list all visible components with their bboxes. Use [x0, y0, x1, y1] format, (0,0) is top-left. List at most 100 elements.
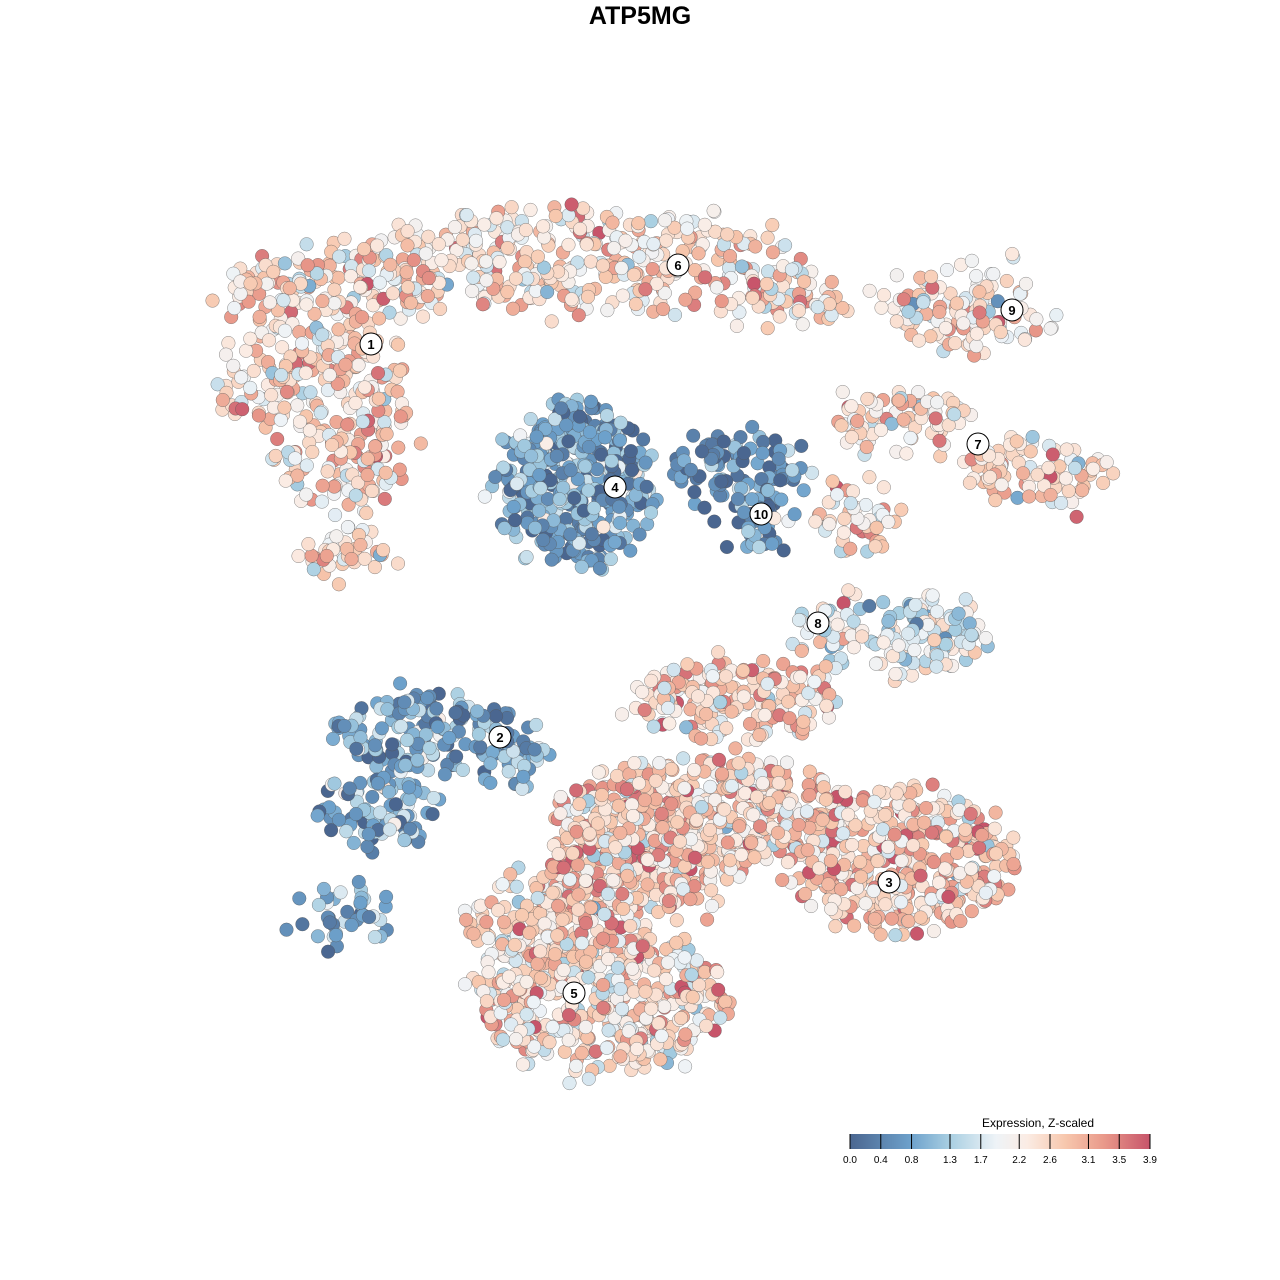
data-point: [678, 1059, 693, 1074]
data-point: [704, 898, 720, 914]
data-point: [776, 656, 791, 671]
data-point: [383, 257, 398, 272]
data-point: [597, 907, 612, 922]
data-point: [310, 808, 325, 823]
data-point: [951, 606, 966, 621]
data-point: [619, 782, 635, 797]
data-point: [313, 405, 328, 420]
data-point: [310, 929, 325, 944]
data-point: [958, 592, 973, 607]
data-point: [830, 487, 845, 502]
data-point: [887, 827, 902, 842]
data-point: [473, 739, 488, 755]
data-point: [760, 230, 775, 245]
data-point: [745, 290, 760, 305]
data-point: [519, 550, 534, 565]
data-point: [274, 368, 289, 383]
data-point: [378, 465, 393, 480]
data-point: [711, 752, 727, 767]
data-point: [707, 514, 722, 529]
data-point: [578, 873, 593, 888]
data-point: [628, 297, 643, 312]
data-point: [799, 804, 814, 819]
data-point: [556, 962, 571, 978]
data-point: [584, 527, 599, 542]
data-point: [1061, 483, 1076, 498]
data-point: [578, 916, 594, 931]
data-point: [372, 275, 387, 290]
data-point: [646, 236, 661, 252]
data-point: [637, 702, 652, 718]
data-point: [264, 388, 279, 403]
data-point: [626, 808, 641, 824]
cluster-label-text: 7: [974, 437, 981, 452]
colorbar-tick-label: 0.0: [843, 1155, 857, 1166]
data-point: [724, 779, 739, 794]
data-point: [881, 614, 896, 629]
data-point: [988, 493, 1003, 508]
data-point: [355, 414, 370, 429]
data-point: [807, 674, 822, 689]
data-point: [1041, 460, 1056, 475]
data-point: [674, 1011, 689, 1026]
data-point: [298, 365, 313, 380]
data-point: [613, 415, 628, 430]
data-point: [239, 343, 254, 358]
data-point: [745, 419, 760, 434]
data-point: [730, 491, 745, 507]
data-point: [522, 925, 537, 940]
data-point: [926, 855, 941, 870]
data-point: [964, 861, 979, 876]
data-point: [320, 464, 335, 479]
data-point: [279, 922, 294, 937]
data-point: [747, 276, 762, 291]
data-point: [262, 295, 277, 310]
data-point: [311, 897, 326, 912]
data-point: [421, 271, 436, 286]
data-point: [429, 701, 444, 716]
data-point: [422, 741, 437, 756]
data-point: [962, 475, 977, 490]
data-point: [913, 910, 928, 925]
data-point: [354, 310, 370, 325]
data-point: [268, 448, 283, 463]
data-point: [760, 676, 775, 691]
data-point: [400, 733, 415, 748]
data-point: [234, 370, 249, 385]
data-point: [661, 700, 676, 716]
data-point: [640, 877, 655, 892]
data-point: [690, 689, 706, 704]
data-point: [319, 548, 334, 563]
data-point: [762, 796, 777, 811]
data-point: [533, 481, 548, 496]
data-point: [846, 640, 861, 655]
data-point: [812, 861, 827, 876]
data-point: [643, 505, 659, 520]
data-point: [391, 337, 406, 352]
data-point: [351, 874, 366, 889]
data-point: [421, 229, 436, 244]
data-point: [571, 887, 586, 902]
data-point: [870, 854, 885, 869]
data-point: [385, 286, 400, 301]
data-point: [233, 286, 248, 301]
data-point: [917, 815, 932, 830]
data-point: [393, 676, 408, 691]
data-point: [528, 520, 543, 536]
data-point: [299, 297, 314, 312]
data-point: [277, 400, 292, 415]
data-point: [561, 1007, 576, 1023]
data-point: [307, 306, 322, 321]
data-point: [572, 409, 587, 424]
data-point: [749, 789, 764, 804]
data-point: [586, 501, 601, 516]
data-point: [699, 707, 714, 722]
data-point: [746, 807, 761, 822]
data-point: [778, 238, 793, 253]
data-point: [697, 500, 712, 515]
data-point: [600, 303, 615, 318]
data-point: [331, 322, 346, 337]
data-point: [1015, 466, 1031, 481]
data-point: [800, 843, 815, 858]
data-point: [987, 869, 1002, 884]
